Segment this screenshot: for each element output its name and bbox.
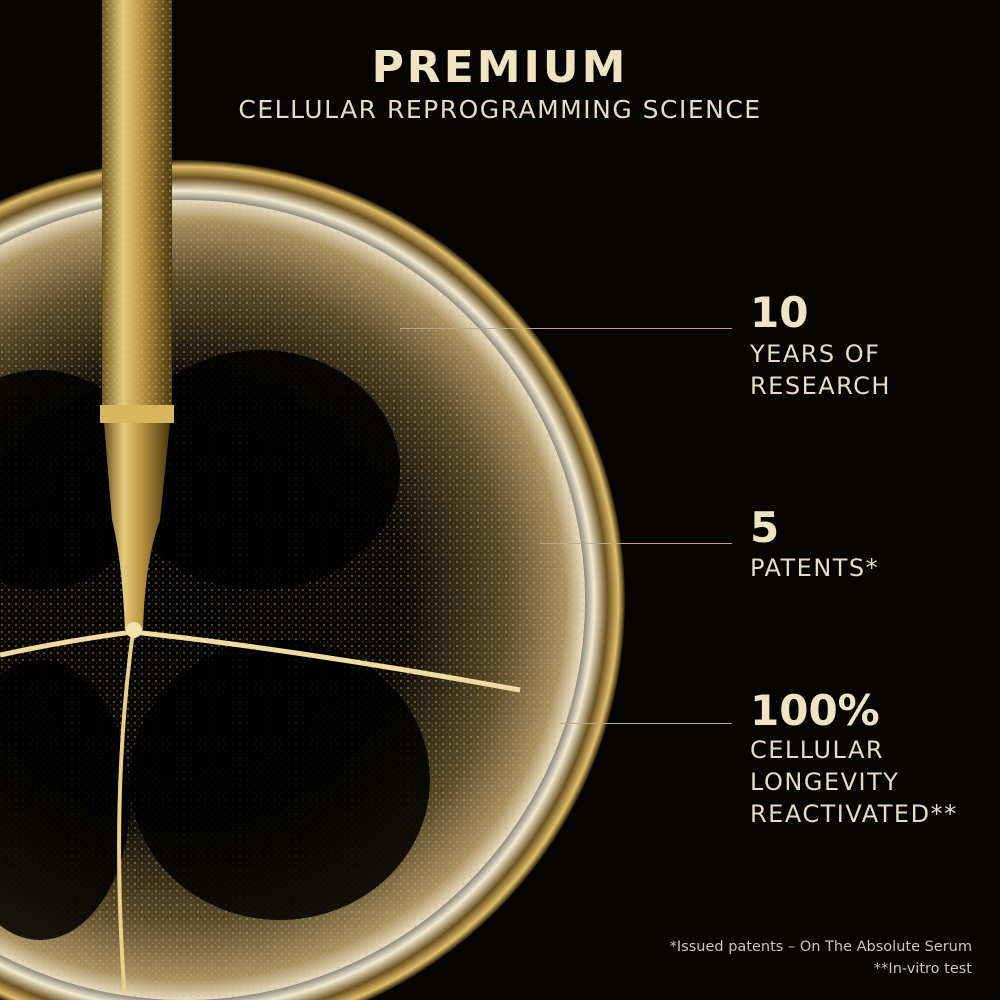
stat-value-longevity: 100% — [750, 686, 880, 735]
footnote-invitro: **In-vitro test — [873, 961, 972, 977]
callout-line-longevity — [560, 723, 732, 724]
stat-value-years: 10 — [750, 288, 809, 337]
page-title: PREMIUM — [371, 42, 629, 93]
stat-label-years-line1: YEARS OF — [750, 340, 881, 368]
stat-label-longevity-line1: CELLULAR — [750, 736, 885, 764]
stat-label-longevity-line3: REACTIVATED** — [750, 800, 958, 828]
dropper — [100, 0, 174, 638]
stat-label-longevity-line2: LONGEVITY — [750, 768, 900, 796]
stat-label-patents: PATENTS* — [750, 554, 880, 582]
page-subtitle: CELLULAR REPROGRAMMING SCIENCE — [238, 95, 762, 124]
callout-line-research — [400, 328, 732, 329]
stat-value-patents: 5 — [750, 503, 780, 552]
stat-label-years-line2: RESEARCH — [750, 372, 891, 400]
callout-line-patents — [540, 543, 732, 544]
footnote-patents: *Issued patents – On The Absolute Serum — [669, 939, 972, 955]
